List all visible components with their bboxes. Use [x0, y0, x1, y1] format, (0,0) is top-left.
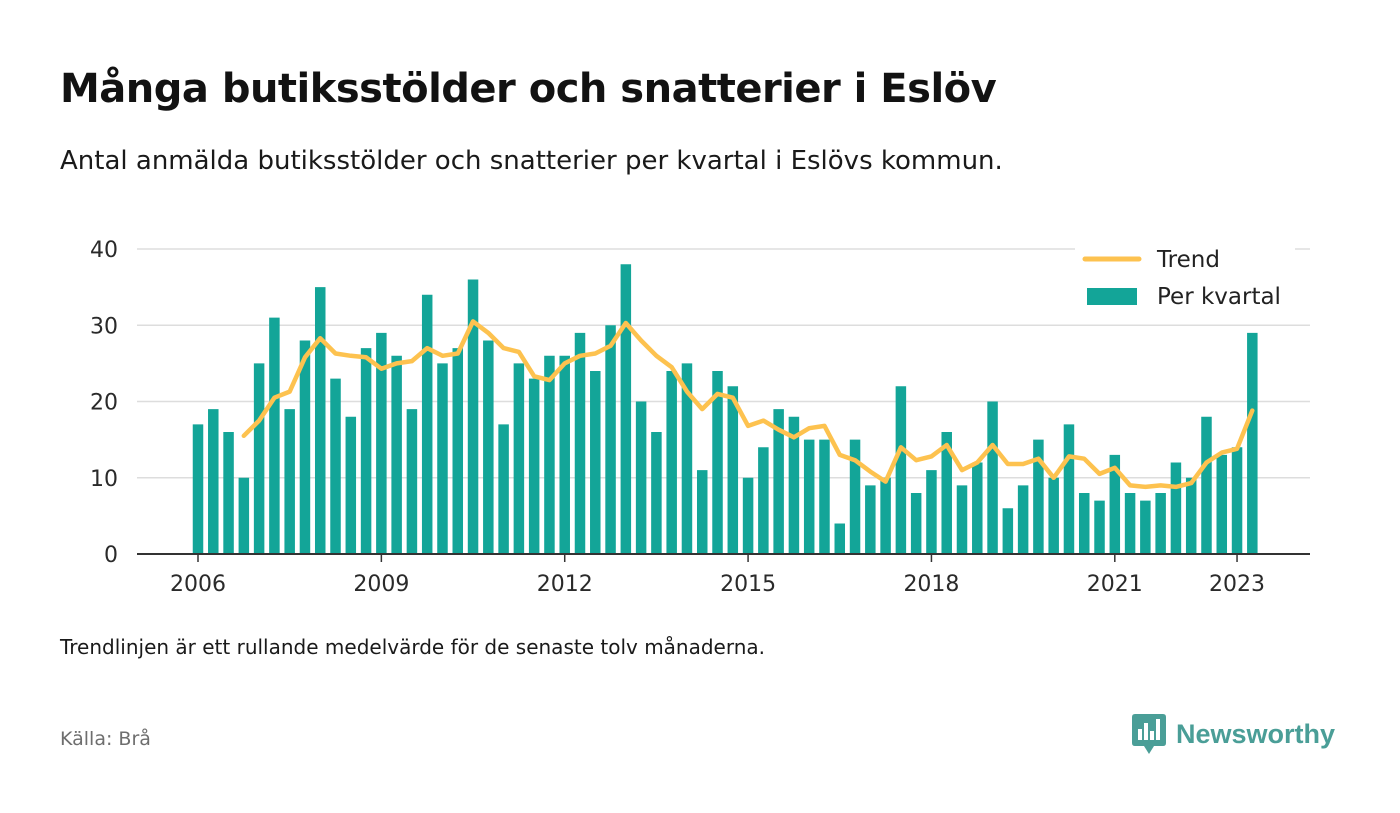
bar [987, 401, 998, 554]
bar [1048, 477, 1059, 554]
bar [1017, 485, 1029, 554]
y-tick-label: 30 [90, 314, 118, 339]
bar [406, 409, 418, 554]
bar [712, 371, 723, 554]
bar [773, 409, 784, 554]
bar [360, 348, 372, 554]
newsworthy-logo-icon [1132, 714, 1166, 754]
bar [696, 470, 708, 554]
bar [238, 477, 250, 554]
bar [269, 317, 280, 554]
trend-line [241, 319, 1255, 490]
x-tick-label: 2012 [537, 572, 593, 597]
bar [467, 279, 479, 554]
bar [1124, 493, 1136, 554]
bar [544, 355, 555, 554]
bar [910, 493, 922, 554]
bar [513, 363, 525, 554]
y-tick-label: 40 [90, 238, 118, 263]
y-tick-label: 10 [90, 467, 118, 492]
bar [1231, 447, 1243, 554]
chart-footnote: Trendlinjen är ett rullande medelvärde f… [60, 635, 766, 659]
bar [1216, 454, 1228, 554]
bar [223, 432, 234, 554]
bar [941, 432, 952, 554]
legend-bar-swatch [1087, 288, 1137, 305]
bar [972, 462, 983, 554]
x-tick-label: 2015 [720, 572, 776, 597]
bar [834, 523, 846, 554]
bar [788, 416, 800, 554]
bar [528, 378, 540, 554]
bar [1140, 500, 1151, 554]
bar [1109, 454, 1121, 554]
bar [681, 363, 693, 554]
x-tick-label: 2006 [170, 572, 226, 597]
bar [1078, 493, 1090, 554]
legend-trend-label: Trend [1156, 247, 1220, 273]
bar [330, 378, 341, 554]
axis-layer: 0 10 20 30 40 2006 2009 2012 2015 2018 2021 2023 [90, 238, 1310, 597]
bar [437, 363, 448, 554]
chart-subtitle: Antal anmälda butiksstölder och snatteri… [60, 146, 1003, 176]
bar [635, 401, 647, 554]
bar [758, 447, 769, 554]
bar [192, 424, 204, 554]
brand-name: Newsworthy [1176, 718, 1336, 749]
legend-bar-label: Per kvartal [1157, 284, 1281, 310]
bar [284, 409, 295, 554]
trend-layer [241, 319, 1255, 490]
bar [1094, 500, 1105, 554]
bar [590, 371, 601, 554]
bar [559, 355, 570, 554]
brand[interactable]: Newsworthy [1132, 712, 1335, 756]
bar [956, 485, 968, 554]
bar [483, 340, 494, 554]
bar [1063, 424, 1075, 554]
chart-title: Många butiksstölder och snatterier i Esl… [60, 66, 997, 112]
bar [1002, 508, 1014, 554]
bar-layer [192, 264, 1258, 554]
bar [299, 340, 311, 554]
bar [819, 439, 830, 554]
bar [880, 477, 891, 554]
bar [253, 363, 265, 554]
bar [666, 371, 677, 554]
bar [452, 348, 464, 554]
bar [1170, 462, 1182, 554]
bar [803, 439, 815, 554]
bar [620, 264, 632, 554]
bar [727, 386, 739, 554]
source-note: Källa: Brå [60, 728, 151, 750]
bar [651, 432, 662, 554]
bar [605, 325, 616, 554]
bar [1201, 416, 1212, 554]
bar [1033, 439, 1044, 554]
chart-legend: Trend Per kvartal [1075, 238, 1295, 320]
bar [421, 294, 433, 554]
bar [345, 416, 357, 554]
x-tick-label: 2018 [903, 572, 959, 597]
bar [208, 409, 219, 554]
bar [865, 485, 876, 554]
bar [1247, 332, 1258, 554]
bar [376, 332, 387, 554]
bar [314, 287, 326, 554]
bar [498, 424, 509, 554]
x-tick-label: 2023 [1209, 572, 1265, 597]
bar [926, 470, 937, 554]
bar [895, 386, 907, 554]
bar [849, 439, 861, 554]
y-tick-label: 0 [104, 543, 118, 568]
bar [1185, 477, 1197, 554]
x-tick-label: 2009 [353, 572, 409, 597]
bar [391, 355, 402, 554]
x-tick-label: 2021 [1087, 572, 1143, 597]
bar [742, 477, 754, 554]
bar [574, 332, 586, 554]
chart-svg: 0 10 20 30 40 2006 2009 2012 2015 2018 2021 2023 Tr… [90, 238, 1310, 597]
bar [1155, 493, 1166, 554]
legend-background [1075, 238, 1295, 320]
y-tick-label: 20 [90, 391, 118, 416]
